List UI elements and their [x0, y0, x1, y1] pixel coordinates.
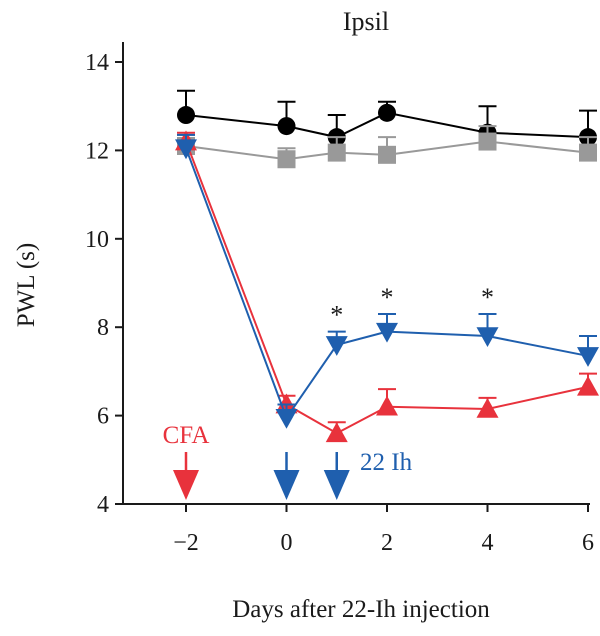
series-circle-line	[185, 111, 589, 139]
x-tick-label: 2	[381, 530, 393, 556]
series-triangle-up-line	[185, 141, 589, 435]
significance-star: *	[330, 301, 343, 330]
x-tick-label: 0	[281, 530, 293, 556]
cfa-label: CFA	[163, 422, 210, 449]
y-tick-label: 14	[85, 50, 109, 76]
x-axis-label: Days after 22-Ih injection	[232, 596, 490, 623]
ih-injection-arrow-head	[323, 470, 350, 500]
series-triangle-up-point	[577, 375, 599, 396]
series-square-point	[478, 132, 497, 151]
series-triangle-up-point	[325, 422, 348, 443]
series-triangle-up-point	[476, 397, 499, 418]
y-tick-label: 4	[97, 492, 109, 518]
x-tick-label: 6	[582, 530, 594, 556]
x-tick-label: −2	[173, 530, 199, 556]
cfa-arrow-head	[173, 470, 199, 500]
series-triangle-down-line	[185, 147, 589, 420]
significance-star: *	[381, 283, 394, 312]
series-square-line	[185, 140, 589, 161]
y-tick-label: 6	[97, 404, 109, 430]
series-triangle-down-point	[275, 409, 298, 429]
ih-injection-label: 22 Ih	[360, 449, 413, 476]
series-triangle-up-point	[376, 395, 398, 416]
series-circle-point	[177, 106, 195, 125]
series-square-point	[277, 150, 296, 169]
series-triangle-down-point	[325, 336, 348, 356]
x-tick-label: 4	[482, 530, 494, 556]
series-triangle-down-point	[376, 322, 398, 343]
y-tick-label: 12	[85, 138, 109, 164]
series-triangle-down-point	[577, 347, 599, 367]
y-tick-label: 8	[97, 315, 109, 341]
ih-injection-arrow-head	[273, 470, 300, 500]
series-square-point	[327, 143, 346, 162]
significance-star: *	[481, 283, 494, 312]
series-circle-point	[378, 103, 396, 122]
series-circle-point	[277, 117, 296, 136]
series-square-point	[378, 145, 396, 164]
series-triangle-down-point	[476, 327, 499, 348]
series-square-point	[579, 143, 597, 162]
plot-area: 4 6 8 10 12 14 −2 0 2 4 6 * * * CFA 22 Ih	[85, 42, 599, 556]
series-triangle-down-point	[175, 139, 197, 160]
chart-title: Ipsil	[343, 7, 389, 36]
y-axis-label: PWL (s)	[13, 243, 40, 327]
y-tick-label: 10	[85, 227, 109, 253]
